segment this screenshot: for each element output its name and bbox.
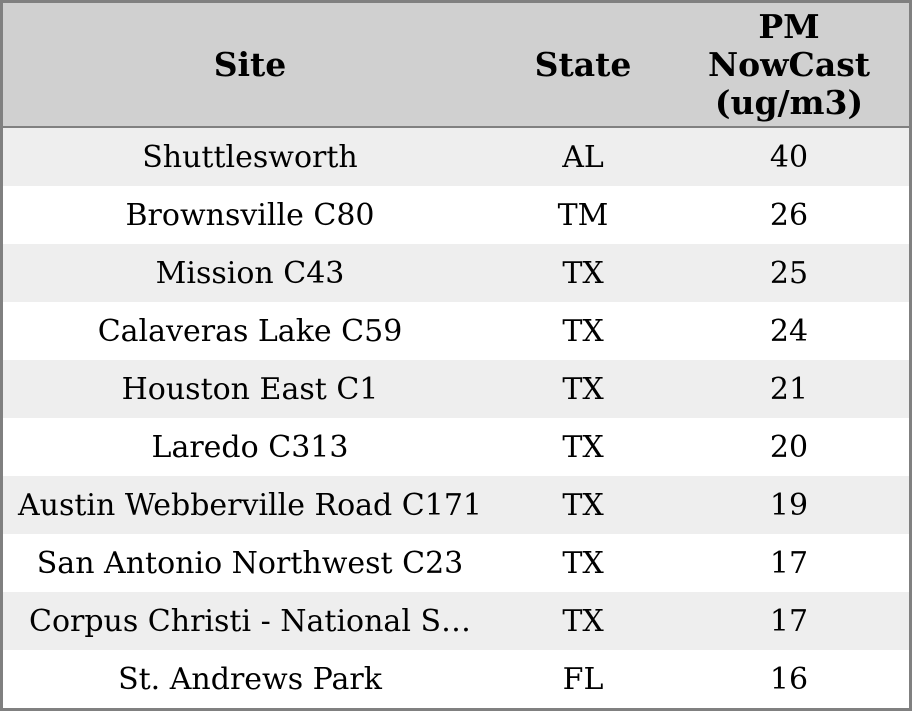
header-row: Site State PM NowCast (ug/m3) <box>3 3 909 128</box>
site-cell: Corpus Christi - National S… <box>3 592 497 650</box>
pm-value-cell: 21 <box>669 360 909 418</box>
pm-value-cell: 25 <box>669 244 909 302</box>
pm-value-cell: 40 <box>669 127 909 186</box>
column-header-pm-nowcast: PM NowCast (ug/m3) <box>669 3 909 128</box>
pm-value-cell: 26 <box>669 186 909 244</box>
table-row: Laredo C313 TX 20 <box>3 418 909 476</box>
table-row: Brownsville C80 TM 26 <box>3 186 909 244</box>
pm-value-cell: 19 <box>669 476 909 534</box>
pm-nowcast-table: Site State PM NowCast (ug/m3) Shuttleswo… <box>3 3 909 708</box>
pm-value-cell: 17 <box>669 534 909 592</box>
pm-header-line: PM <box>758 6 820 46</box>
pm-value-cell: 17 <box>669 592 909 650</box>
site-cell: Shuttlesworth <box>3 127 497 186</box>
site-cell: Calaveras Lake C59 <box>3 302 497 360</box>
column-header-site: Site <box>3 3 497 128</box>
site-cell: Mission C43 <box>3 244 497 302</box>
state-cell: TX <box>497 418 669 476</box>
state-cell: TX <box>497 302 669 360</box>
site-cell: Brownsville C80 <box>3 186 497 244</box>
table-row: St. Andrews Park FL 16 <box>3 650 909 708</box>
table-row: Mission C43 TX 25 <box>3 244 909 302</box>
state-cell: FL <box>497 650 669 708</box>
pm-value-cell: 16 <box>669 650 909 708</box>
table-row: Shuttlesworth AL 40 <box>3 127 909 186</box>
site-cell: St. Andrews Park <box>3 650 497 708</box>
pm-value-cell: 20 <box>669 418 909 476</box>
site-cell: Austin Webberville Road C171 <box>3 476 497 534</box>
table-row: San Antonio Northwest C23 TX 17 <box>3 534 909 592</box>
table-header: Site State PM NowCast (ug/m3) <box>3 3 909 128</box>
pm-header-line: NowCast <box>707 44 871 84</box>
table-row: Houston East C1 TX 21 <box>3 360 909 418</box>
state-cell: TX <box>497 476 669 534</box>
state-cell: TX <box>497 592 669 650</box>
table-row: Austin Webberville Road C171 TX 19 <box>3 476 909 534</box>
state-cell: AL <box>497 127 669 186</box>
table-body: Shuttlesworth AL 40 Brownsville C80 TM 2… <box>3 127 909 708</box>
site-cell: San Antonio Northwest C23 <box>3 534 497 592</box>
site-cell: Laredo C313 <box>3 418 497 476</box>
state-cell: TX <box>497 244 669 302</box>
column-header-state: State <box>497 3 669 128</box>
table-row: Calaveras Lake C59 TX 24 <box>3 302 909 360</box>
state-cell: TM <box>497 186 669 244</box>
pm-value-cell: 24 <box>669 302 909 360</box>
site-cell: Houston East C1 <box>3 360 497 418</box>
state-cell: TX <box>497 534 669 592</box>
state-cell: TX <box>497 360 669 418</box>
pm-header-line: (ug/m3) <box>714 82 864 122</box>
table-row: Corpus Christi - National S… TX 17 <box>3 592 909 650</box>
